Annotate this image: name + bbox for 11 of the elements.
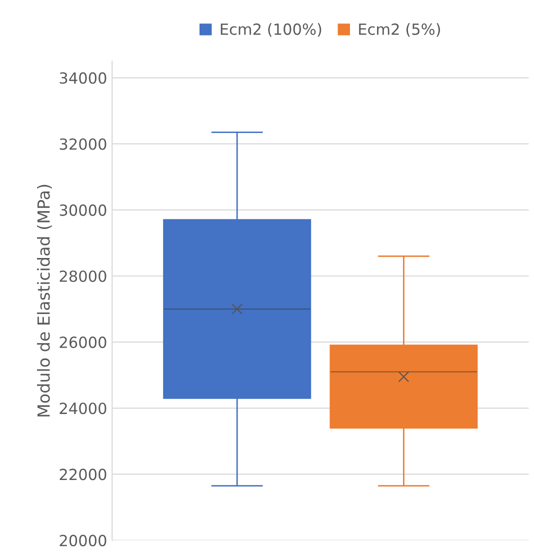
y-tick-label: 30000 — [60, 204, 106, 216]
legend-label: Ecm2 (5%) — [359, 23, 440, 37]
y-tick-label: 34000 — [60, 72, 106, 84]
y-tick-label: 28000 — [60, 270, 106, 282]
y-tick-label: 32000 — [60, 138, 106, 150]
y-tick-label: 22000 — [60, 468, 106, 480]
y-tick-label: 26000 — [60, 336, 106, 348]
y-axis-title: Modulo de Elasticidad (MPa) — [36, 184, 52, 416]
y-tick-label: 20000 — [60, 534, 106, 546]
legend-label: Ecm2 (100%) — [220, 23, 322, 37]
y-tick-label: 24000 — [60, 402, 106, 414]
